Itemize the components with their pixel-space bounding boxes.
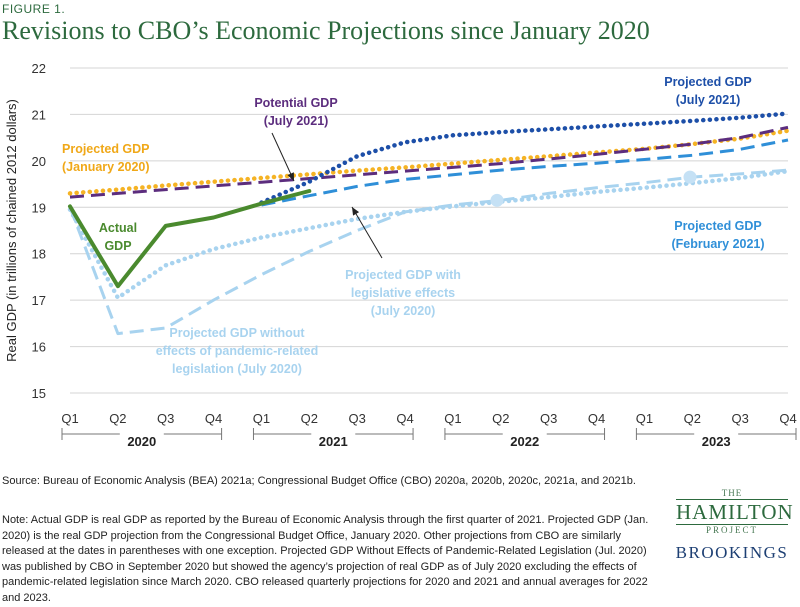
x-tick-3: Q4 bbox=[205, 411, 222, 426]
note-text: Note: Actual GDP is real GDP as reported… bbox=[2, 514, 649, 604]
year-label-2020: 2020 bbox=[127, 434, 156, 449]
logo-project: PROJECT bbox=[705, 525, 758, 535]
markers bbox=[490, 170, 697, 207]
series-label-1-0: Potential GDP bbox=[254, 96, 337, 110]
series-label-3-1: (February 2021) bbox=[671, 237, 764, 251]
x-tick-8: Q1 bbox=[444, 411, 461, 426]
y-tick-22: 22 bbox=[32, 61, 46, 76]
x-tick-7: Q4 bbox=[396, 411, 413, 426]
y-axis-label: Real GDP (in trillions of chained 2012 d… bbox=[4, 99, 19, 362]
series-label-6-1: GDP bbox=[104, 239, 131, 253]
y-tick-18: 18 bbox=[32, 247, 46, 262]
arrow-potential-gdp-head bbox=[287, 172, 294, 181]
series-label-2-1: (July 2021) bbox=[676, 93, 741, 107]
hamilton-brookings-logo: THE HAMILTON PROJECT BROOKINGS bbox=[668, 488, 796, 563]
x-tick-0: Q1 bbox=[61, 411, 78, 426]
series-line-1 bbox=[69, 125, 789, 199]
x-tick-2: Q3 bbox=[157, 411, 174, 426]
chart-title: Revisions to CBO’s Economic Projections … bbox=[2, 16, 650, 45]
x-tick-11: Q4 bbox=[588, 411, 605, 426]
series-line-5 bbox=[68, 168, 789, 336]
x-tick-10: Q3 bbox=[540, 411, 557, 426]
series-label-0-1: (January 2020) bbox=[62, 160, 150, 174]
x-tick-4: Q1 bbox=[253, 411, 270, 426]
marker-2023 bbox=[683, 170, 697, 184]
x-tick-14: Q3 bbox=[731, 411, 748, 426]
series-label-5-2: legislation (July 2020) bbox=[172, 362, 302, 376]
y-tick-19: 19 bbox=[32, 200, 46, 215]
series-label-4-0: Projected GDP with bbox=[345, 268, 461, 282]
marker-2022 bbox=[490, 193, 504, 207]
logo-brookings: BROOKINGS bbox=[675, 543, 789, 562]
series-line-2 bbox=[259, 111, 791, 205]
figure-label: FIGURE 1. bbox=[2, 2, 66, 16]
series-label-1-1: (July 2021) bbox=[264, 114, 329, 128]
series-label-0-0: Projected GDP bbox=[62, 142, 150, 156]
arrow-projected-gdp-with-legislation-head bbox=[352, 207, 360, 216]
x-tick-5: Q2 bbox=[301, 411, 318, 426]
year-label-2023: 2023 bbox=[702, 434, 731, 449]
y-tick-16: 16 bbox=[32, 340, 46, 355]
series-label-5-0: Projected GDP without bbox=[169, 326, 305, 340]
source-text: Source: Bureau of Economic Analysis (BEA… bbox=[2, 475, 636, 487]
series-line-6 bbox=[68, 189, 312, 289]
series-label-6-0: Actual bbox=[99, 221, 137, 235]
y-tick-labels: 15 16 17 18 19 20 21 22 bbox=[32, 61, 46, 401]
x-tick-6: Q3 bbox=[349, 411, 366, 426]
series-lines bbox=[67, 111, 791, 336]
series-label-2-0: Projected GDP bbox=[664, 75, 752, 89]
series-label-3-0: Projected GDP bbox=[674, 219, 762, 233]
arrow-projected-gdp-with-legislation bbox=[351, 206, 383, 259]
year-label-2022: 2022 bbox=[510, 434, 539, 449]
series-label-5-1: effects of pandemic-related bbox=[156, 344, 319, 358]
x-tick-15: Q4 bbox=[779, 411, 796, 426]
y-tick-21: 21 bbox=[32, 107, 46, 122]
y-tick-20: 20 bbox=[32, 154, 46, 169]
arrow-potential-gdp bbox=[271, 132, 295, 182]
year-label-2021: 2021 bbox=[319, 434, 348, 449]
x-axis: Q1 Q2 Q3 Q4 Q1 Q2 Q3 Q4 Q1 Q2 Q3 Q4 Q1 Q2 Q3 Q4 2020 2021… bbox=[61, 411, 796, 449]
x-tick-12: Q1 bbox=[636, 411, 653, 426]
x-tick-13: Q2 bbox=[684, 411, 701, 426]
series-line-3 bbox=[261, 138, 789, 207]
logo-the: THE bbox=[721, 488, 743, 498]
series-label-4-2: (July 2020) bbox=[371, 304, 436, 318]
y-tick-15: 15 bbox=[32, 386, 46, 401]
x-tick-9: Q2 bbox=[492, 411, 509, 426]
x-tick-1: Q2 bbox=[109, 411, 126, 426]
y-tick-17: 17 bbox=[32, 293, 46, 308]
series-label-4-1: legislative effects bbox=[351, 286, 455, 300]
logo-hamilton: HAMILTON bbox=[676, 499, 794, 525]
annotations: Projected GDP (January 2020) Potential GDP… bbox=[62, 75, 765, 376]
